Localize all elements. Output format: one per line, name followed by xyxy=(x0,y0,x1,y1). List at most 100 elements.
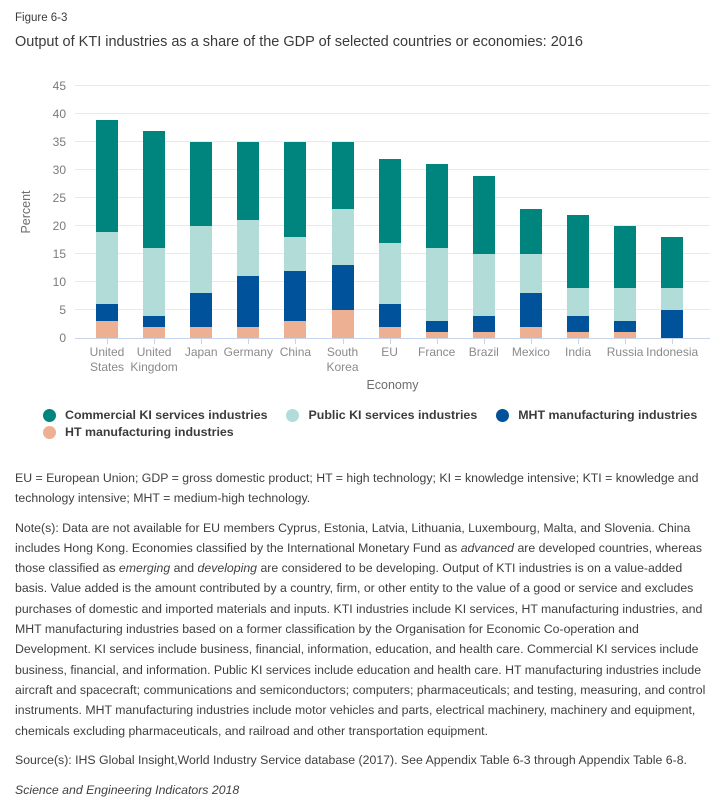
legend-item-public-ki: Public KI services industries xyxy=(286,409,477,422)
x-tick-label: EU xyxy=(381,345,398,359)
bar-segment-commercial-ki-services-industries xyxy=(96,119,118,232)
x-tick xyxy=(578,339,579,344)
bar-segment-public-ki-services-industries xyxy=(143,248,166,316)
bar-japan xyxy=(190,142,213,338)
bar-segment-commercial-ki-services-industries xyxy=(425,164,448,249)
mht-swatch-icon xyxy=(496,409,510,422)
y-tick-label: 30 xyxy=(52,163,66,177)
x-tick xyxy=(389,339,391,344)
x-tick xyxy=(201,339,203,344)
x-tick-label: France xyxy=(418,345,456,359)
y-tick-label: 40 xyxy=(52,107,66,121)
x-tick xyxy=(483,339,485,344)
bar-segment-mht-manufacturing-industries xyxy=(567,315,589,333)
bar-segment-public-ki-services-industries xyxy=(331,209,354,266)
gridline xyxy=(75,85,710,87)
y-tick-label: 0 xyxy=(59,331,66,345)
bar-eu xyxy=(378,158,401,338)
bar-segment-public-ki-services-industries xyxy=(472,254,495,316)
x-tick xyxy=(625,339,627,344)
x-axis-title: Economy xyxy=(366,378,419,392)
bar-segment-ht-manufacturing-industries xyxy=(378,326,401,338)
y-tick-label: 5 xyxy=(59,303,66,317)
legend-label: HT manufacturing industries xyxy=(65,425,234,439)
x-tick-label: United Kingdom xyxy=(130,345,178,374)
x-tick xyxy=(107,339,108,344)
x-tick xyxy=(672,339,674,344)
x-tick-label: Russia xyxy=(606,345,644,359)
y-tick-label: 45 xyxy=(52,79,66,93)
gridline xyxy=(75,113,710,114)
bar-segment-public-ki-services-industries xyxy=(237,220,260,277)
legend-row: HT manufacturing industries xyxy=(43,426,724,439)
x-tick xyxy=(530,339,532,344)
x-tick-label: Brazil xyxy=(468,345,499,359)
bar-segment-commercial-ki-services-industries xyxy=(237,142,260,221)
abbreviations-note: EU = European Union; GDP = gross domesti… xyxy=(15,471,699,506)
plot-area: 0 5 10 15 20 25 30 35 40 45 United States United Ki… xyxy=(53,79,710,374)
public-ki-swatch-icon xyxy=(286,409,300,422)
legend-label: Commercial KI services industries xyxy=(65,408,268,422)
bar-segment-ht-manufacturing-industries xyxy=(143,326,166,338)
bar-segment-ht-manufacturing-industries xyxy=(237,326,260,338)
legend-row: Commercial KI services industries Public… xyxy=(43,409,724,422)
gridline xyxy=(75,141,710,142)
bar-segment-public-ki-services-industries xyxy=(519,254,542,294)
x-tick xyxy=(154,339,156,344)
bar-segment-commercial-ki-services-industries xyxy=(378,158,401,243)
figure-title: Output of KTI industries as a share of t… xyxy=(15,34,583,50)
bar-segment-mht-manufacturing-industries xyxy=(614,321,637,333)
chart-legend: Commercial KI services industries Public… xyxy=(43,409,724,439)
bar-segment-commercial-ki-services-industries xyxy=(284,142,307,238)
bar-segment-ht-manufacturing-industries xyxy=(519,326,542,338)
bar-segment-mht-manufacturing-industries xyxy=(425,321,448,333)
bar-united-states xyxy=(96,119,118,338)
bar-segment-public-ki-services-industries xyxy=(284,237,307,271)
legend-item-commercial-ki: Commercial KI services industries xyxy=(43,409,267,422)
bar-mexico xyxy=(519,209,542,338)
bar-south-korea xyxy=(331,142,354,338)
bar-segment-commercial-ki-services-industries xyxy=(143,130,166,249)
bar-segment-commercial-ki-services-industries xyxy=(661,237,684,288)
x-tick xyxy=(295,339,297,344)
y-tick-label: 10 xyxy=(52,275,66,289)
bar-segment-mht-manufacturing-industries xyxy=(143,315,166,327)
bar-segment-mht-manufacturing-industries xyxy=(237,276,260,327)
bar-segment-commercial-ki-services-industries xyxy=(190,142,213,227)
commercial-ki-swatch-icon xyxy=(43,409,56,422)
bar-segment-commercial-ki-services-industries xyxy=(567,214,589,288)
bar-segment-ht-manufacturing-industries xyxy=(284,321,307,338)
bar-russia xyxy=(614,226,637,338)
bar-segment-mht-manufacturing-industries xyxy=(96,304,118,322)
y-tick-label: 20 xyxy=(52,219,66,233)
x-tick-label: United States xyxy=(89,345,125,374)
bar-segment-ht-manufacturing-industries xyxy=(472,332,495,338)
figure-number: Figure 6-3 xyxy=(15,12,68,24)
bar-segment-ht-manufacturing-industries xyxy=(614,332,637,338)
bar-united-kingdom xyxy=(143,130,166,338)
bar-segment-mht-manufacturing-industries xyxy=(190,293,213,327)
bar-india xyxy=(567,214,589,338)
ht-swatch-icon xyxy=(43,426,56,439)
bar-segment-mht-manufacturing-industries xyxy=(378,304,401,327)
legend-label: Public KI services industries xyxy=(308,408,478,422)
x-tick-label: Germany xyxy=(223,345,273,359)
x-tick-label: Indonesia xyxy=(646,345,699,359)
x-tick-label: China xyxy=(279,345,312,359)
legend-label: MHT manufacturing industries xyxy=(518,408,698,422)
bar-segment-ht-manufacturing-industries xyxy=(96,321,118,338)
source-line: Source(s): IHS Global Insight,World Indu… xyxy=(15,752,687,767)
bar-segment-commercial-ki-services-industries xyxy=(331,142,354,210)
y-tick-label: 35 xyxy=(52,135,66,149)
x-tick xyxy=(342,339,344,344)
y-tick-label: 15 xyxy=(52,247,66,261)
bar-segment-commercial-ki-services-industries xyxy=(519,209,542,255)
bar-segment-ht-manufacturing-industries xyxy=(331,310,354,338)
bar-segment-mht-manufacturing-industries xyxy=(519,293,542,327)
bar-segment-mht-manufacturing-industries xyxy=(284,270,307,322)
bar-segment-public-ki-services-industries xyxy=(96,231,118,305)
bar-brazil xyxy=(472,175,495,338)
legend-item-mht: MHT manufacturing industries xyxy=(496,409,697,422)
bar-segment-public-ki-services-industries xyxy=(661,287,684,310)
bar-segment-public-ki-services-industries xyxy=(425,248,448,322)
